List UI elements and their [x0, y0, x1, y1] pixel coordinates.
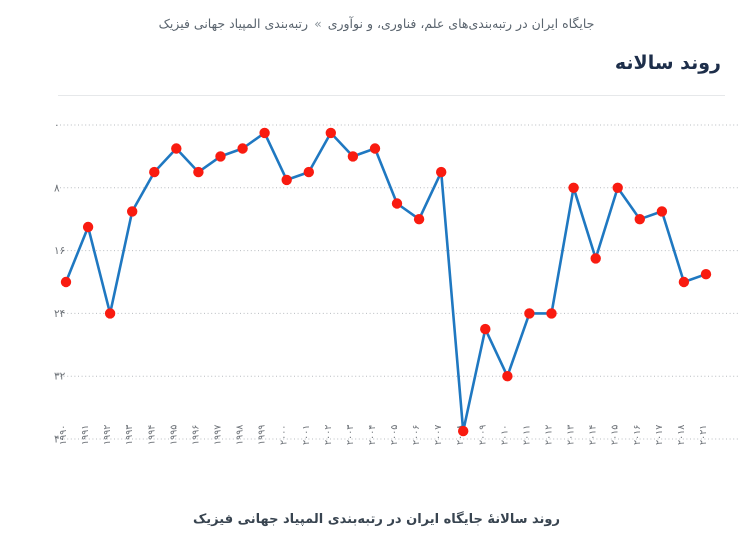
x-axis-tick-label: ۲۰۰۰	[279, 425, 290, 445]
data-point-marker[interactable]: ۱۹۹۶: 6	[193, 166, 204, 178]
data-point-marker[interactable]: ۲۰۱۶: 12	[634, 214, 645, 225]
data-point-marker[interactable]: ۲۰۱۷: 11	[656, 206, 668, 217]
data-point-marker[interactable]: ۲۰۰۸: 39	[458, 425, 469, 437]
y-axis-tick-label: ۲۴	[54, 308, 65, 320]
data-point-marker[interactable]: ۲۰۲۱: 19	[700, 269, 712, 280]
x-axis-tick-label: ۲۰۰۳	[345, 425, 356, 445]
data-point-marker[interactable]: ۲۰۱۱: 24	[524, 308, 535, 319]
data-point-marker[interactable]: ۲۰۱۸: 20	[678, 276, 690, 288]
data-point-marker[interactable]: ۱۹۹۱: 13	[82, 221, 94, 233]
data-point-marker[interactable]: ۱۹۹۸: 3	[237, 143, 248, 154]
x-axis-tick-label: ۱۹۹۸	[235, 425, 246, 445]
x-axis-tick-label: ۲۰۱۳	[566, 425, 577, 445]
breadcrumb-current: رتبه‌بندی المپیاد جهانی فیزیک	[158, 16, 309, 31]
data-point-marker[interactable]: ۲۰۱۵: 8	[612, 182, 623, 193]
x-axis-tick-label: ۱۹۹۵	[168, 425, 179, 445]
x-axis-tick-label: ۲۰۱۵	[610, 425, 621, 445]
x-axis-tick-label: ۲۰۰۵	[389, 425, 400, 445]
x-axis-tick-label: ۱۹۹۹	[257, 425, 268, 445]
data-point-marker[interactable]: ۱۹۹۹: 1	[259, 127, 270, 139]
data-point-marker[interactable]: ۱۹۹۵: 3	[171, 143, 182, 154]
x-axis-tick-label: ۲۰۱۷	[654, 425, 665, 445]
data-point-marker[interactable]: ۲۰۰۰: 7	[281, 174, 292, 186]
breadcrumb-separator: »	[314, 16, 322, 31]
x-axis-tick-label: ۱۹۹۷	[213, 425, 224, 445]
series-line	[64, 131, 708, 433]
data-point-marker[interactable]: ۲۰۱۲: 24	[546, 308, 557, 319]
data-point-marker[interactable]: ۲۰۰۳: 4	[347, 151, 359, 162]
x-axis-tick-label: ۲۰۲۱	[698, 425, 709, 445]
x-axis-tick-label: ۲۰۱۴	[588, 425, 599, 445]
x-axis-tick-label: ۲۰۱۶	[632, 425, 643, 445]
data-point-marker[interactable]: ۲۰۱۰: 32	[502, 371, 513, 382]
x-axis-tick-label: ۱۹۹۲	[102, 425, 113, 445]
data-point-marker[interactable]: ۲۰۰۷: 6	[436, 166, 447, 178]
breadcrumb-parent-link[interactable]: جایگاه ایران در رتبه‌بندی‌های علم، فناور…	[327, 16, 595, 31]
x-axis-tick-label: ۲۰۱۰	[499, 425, 510, 445]
data-point-marker[interactable]: ۲۰۰۲: 1	[325, 127, 336, 139]
chart-caption: روند سالانهٔ جایگاه ایران در رتبه‌بندی ا…	[192, 512, 560, 527]
data-point-marker[interactable]: ۱۹۹۷: 4	[215, 151, 226, 162]
x-axis-tick-label: ۱۹۹۳	[124, 425, 135, 445]
x-axis-tick-label: ۱۹۹۴	[146, 425, 157, 445]
data-point-marker[interactable]: ۲۰۰۹: 26	[480, 323, 491, 335]
y-axis-tick-label: ۱۶	[54, 245, 65, 257]
data-point-marker[interactable]: ۲۰۰۱: 6	[303, 166, 314, 178]
y-axis-tick-label: ۳۲	[54, 371, 66, 383]
x-axis-tick-label: ۲۰۰۴	[367, 425, 378, 445]
x-axis-tick-label: ۱۹۹۰	[58, 425, 69, 445]
x-axis-tick-label: ۲۰۰۶	[411, 425, 422, 445]
x-axis-tick-label: ۲۰۱۲	[544, 425, 555, 445]
breadcrumb: جایگاه ایران در رتبه‌بندی‌های علم، فناور…	[28, 16, 725, 31]
data-point-marker[interactable]: ۱۹۹۴: 6	[149, 166, 160, 178]
x-axis-tick-label: ۱۹۹۶	[190, 425, 201, 445]
data-point-marker[interactable]: ۲۰۰۶: 12	[413, 214, 425, 225]
x-axis-tick-label: ۲۰۰۷	[433, 425, 444, 445]
y-axis-tick-label: ۴۰	[54, 434, 65, 446]
data-point-marker[interactable]: ۱۹۹۲: 24	[104, 308, 116, 319]
y-axis-tick-label: ۸	[54, 182, 60, 194]
x-axis-tick-label: ۲۰۰۱	[301, 425, 312, 445]
page-title: روند سالانه	[614, 52, 721, 74]
data-point-marker[interactable]: ۲۰۰۵: 10	[391, 198, 403, 209]
x-axis-tick-label: ۲۰۱۱	[521, 425, 532, 445]
x-axis-tick-label: ۲۰۱۸	[676, 425, 687, 445]
data-point-marker[interactable]: ۲۰۱۴: 17	[590, 253, 601, 264]
x-axis-tick-label: ۲۰۰۹	[477, 425, 488, 445]
x-axis-tick-label: ۲۰۰۲	[323, 425, 334, 445]
title-divider	[58, 95, 725, 96]
data-point-marker[interactable]: ۲۰۱۳: 8	[568, 182, 579, 193]
y-axis-tick-label: ۰	[54, 120, 60, 132]
data-point-marker[interactable]: ۱۹۹۳: 11	[127, 206, 138, 217]
chart-container: ۰ ۸ ۱۶ ۲۴ ۳۲ ۴۰ ۱۹۹۰ ۱۹۹۱ ۱۹۹۲ ۱۹۹۳ ۱۹۹۴ ۱۹۹۵ ۱۹۹۶ ۱۹…	[0, 104, 753, 464]
data-point-marker[interactable]: ۱۹۹۰: 20	[60, 276, 72, 288]
data-point-marker[interactable]: ۲۰۰۴: 3	[369, 143, 381, 154]
x-axis-tick-label: ۱۹۹۱	[80, 425, 91, 445]
